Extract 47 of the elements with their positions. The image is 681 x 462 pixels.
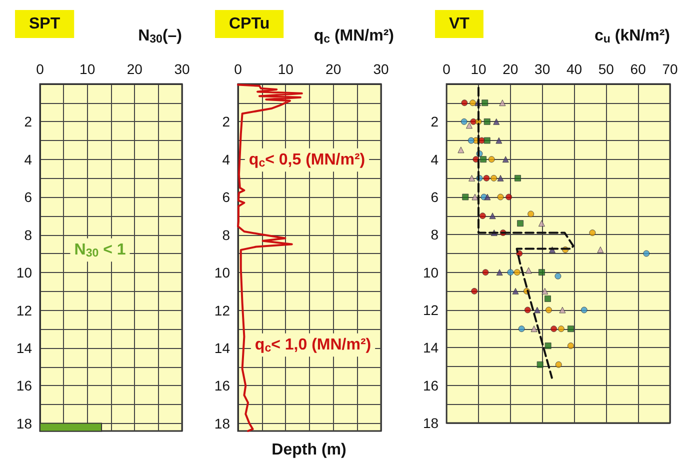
y-tick-label: 16 xyxy=(214,378,230,394)
chart-title: SPT xyxy=(29,16,60,32)
x-tick-label: 30 xyxy=(534,61,550,77)
x-tick-label: 30 xyxy=(373,61,389,77)
x-tick-label: 0 xyxy=(442,61,451,77)
y-tick-label: 10 xyxy=(422,264,439,280)
y-tick-label: 18 xyxy=(16,415,32,432)
y-tick-label: 18 xyxy=(422,415,439,431)
y-tick-label: 12 xyxy=(422,302,439,318)
y-tick-label: 6 xyxy=(222,189,230,206)
y-tick-label: 6 xyxy=(430,189,439,205)
x-tick-label: 70 xyxy=(662,61,678,77)
text: Depth (m) xyxy=(272,442,346,458)
y-tick-label: 16 xyxy=(422,377,439,394)
y-tick-label: 8 xyxy=(24,226,32,243)
y-tick-label: 14 xyxy=(214,340,230,356)
x-tick-label: 20 xyxy=(502,61,518,77)
x-tick-label: 40 xyxy=(566,61,582,77)
y-tick-label: 2 xyxy=(222,114,230,130)
y-tick-label: 10 xyxy=(214,264,230,281)
y-tick-label: 4 xyxy=(24,151,32,168)
x-tick-label: 60 xyxy=(630,61,646,77)
y-tick-label: 14 xyxy=(422,340,439,356)
x-tick-label: 30 xyxy=(174,61,190,77)
y-tick-label: 8 xyxy=(430,226,439,243)
x-tick-label: 10 xyxy=(278,61,294,77)
chart-title: VT xyxy=(449,16,470,32)
y-tick-label: 2 xyxy=(24,114,32,130)
y-tick-label: 8 xyxy=(222,226,230,243)
x-tick-label: 0 xyxy=(36,61,44,77)
y-tick-label: 2 xyxy=(430,114,439,130)
y-tick-label: 10 xyxy=(16,264,32,281)
y-tick-label: 14 xyxy=(16,340,32,356)
x-tick-label: 10 xyxy=(80,61,96,77)
x-tick-label: 20 xyxy=(126,61,143,77)
x-tick-label: 10 xyxy=(470,61,486,77)
y-tick-label: 4 xyxy=(430,151,439,168)
y-tick-label: 6 xyxy=(24,189,32,206)
x-tick-label: 50 xyxy=(598,61,614,77)
y-tick-label: 12 xyxy=(16,302,32,318)
y-tick-label: 18 xyxy=(214,415,230,432)
y-tick-label: 16 xyxy=(16,378,32,394)
chart-title: CPTu xyxy=(229,16,270,32)
y-tick-label: 4 xyxy=(222,151,230,168)
x-tick-label: 20 xyxy=(326,61,342,77)
x-tick-label: 0 xyxy=(234,61,242,77)
y-tick-label: 12 xyxy=(214,302,230,318)
